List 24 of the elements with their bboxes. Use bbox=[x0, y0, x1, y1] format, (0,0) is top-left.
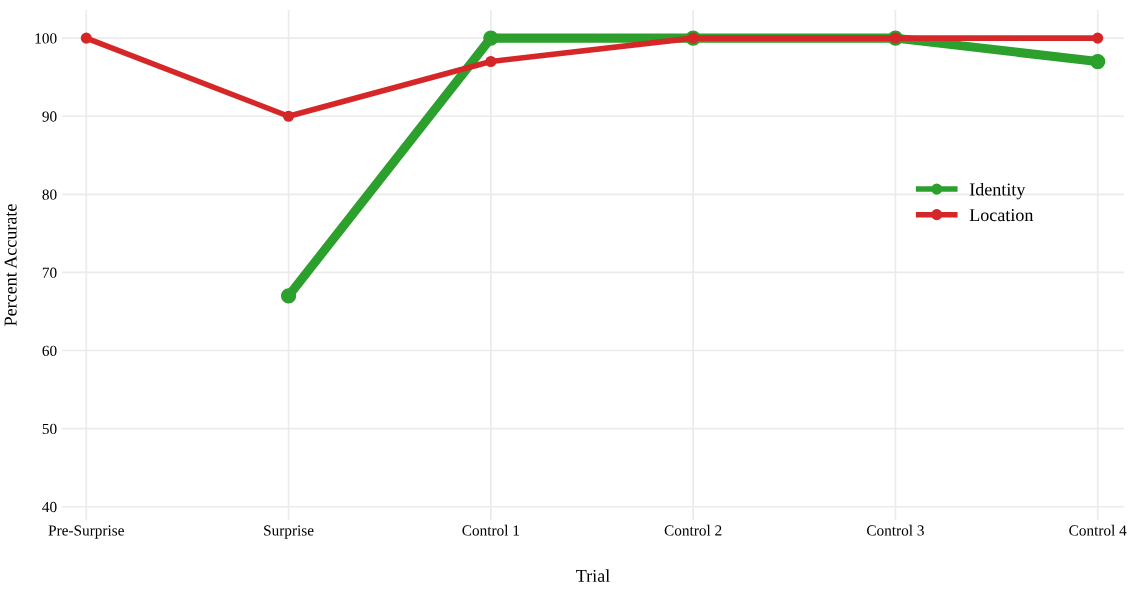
point bbox=[80, 32, 92, 44]
y-tick-label: 80 bbox=[42, 189, 57, 200]
x-axis-title: Trial bbox=[576, 569, 610, 582]
y-tick-label: 50 bbox=[42, 423, 57, 435]
y-tick-label: 60 bbox=[42, 345, 57, 356]
point bbox=[280, 288, 297, 304]
y-tick-label: 90 bbox=[42, 111, 57, 122]
point bbox=[483, 30, 499, 46]
point bbox=[283, 110, 295, 122]
x-tick-label: Control 1 bbox=[462, 524, 519, 536]
x-tick-label: Surprise bbox=[264, 525, 314, 539]
y-tick-label: 40 bbox=[42, 501, 57, 513]
legend-label: Identity bbox=[969, 182, 1026, 200]
y-tick-label: 100 bbox=[35, 33, 57, 44]
x-tick-label: Control 4 bbox=[1069, 524, 1127, 536]
point bbox=[1090, 53, 1106, 70]
point bbox=[1092, 32, 1104, 44]
y-axis-title: Percent Accurate bbox=[4, 204, 17, 326]
x-tick-label: Pre-Surprise bbox=[48, 525, 124, 539]
legend-label: Location bbox=[969, 209, 1034, 222]
x-tick-label: Control 3 bbox=[866, 524, 924, 536]
y-tick-label: 70 bbox=[42, 267, 57, 278]
x-tick-label: Control 2 bbox=[664, 524, 722, 536]
point bbox=[485, 55, 497, 68]
